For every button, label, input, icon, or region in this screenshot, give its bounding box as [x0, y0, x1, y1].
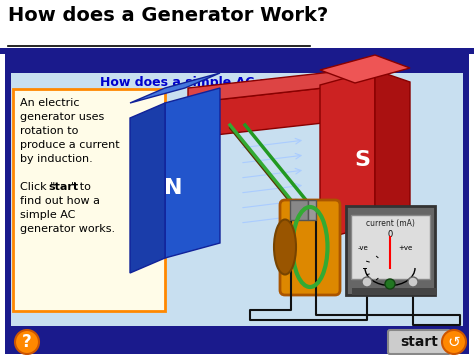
Text: by induction.: by induction. — [20, 154, 93, 164]
FancyBboxPatch shape — [280, 200, 340, 295]
Text: rotation to: rotation to — [20, 126, 78, 136]
Bar — [290, 200, 308, 220]
Text: How does a simple AC generator work?: How does a simple AC generator work? — [100, 76, 374, 89]
Text: generator uses: generator uses — [20, 112, 104, 122]
Text: find out how a: find out how a — [20, 196, 100, 206]
Polygon shape — [375, 70, 410, 237]
Bar — [308, 200, 316, 220]
Polygon shape — [188, 70, 350, 103]
Text: -ve: -ve — [358, 245, 369, 251]
Text: N: N — [164, 178, 182, 198]
Text: simple AC: simple AC — [20, 210, 75, 220]
Bar — [11, 73, 463, 326]
Text: ↺: ↺ — [447, 334, 460, 350]
Polygon shape — [320, 70, 375, 240]
Text: S: S — [354, 150, 370, 170]
FancyBboxPatch shape — [351, 215, 430, 279]
Bar — [0, 48, 474, 54]
Text: current (mA): current (mA) — [365, 219, 414, 228]
Text: ?: ? — [22, 333, 32, 351]
Circle shape — [385, 279, 395, 289]
FancyBboxPatch shape — [346, 206, 435, 295]
Bar — [5, 330, 469, 354]
Text: 0: 0 — [387, 230, 392, 239]
Circle shape — [408, 277, 418, 287]
Polygon shape — [130, 73, 220, 103]
Text: +ve: +ve — [399, 245, 413, 251]
Polygon shape — [130, 103, 165, 273]
Text: start: start — [400, 335, 438, 349]
Text: An electric: An electric — [20, 98, 80, 108]
FancyBboxPatch shape — [388, 330, 450, 354]
FancyBboxPatch shape — [13, 89, 165, 311]
Circle shape — [442, 330, 466, 354]
Circle shape — [15, 330, 39, 354]
Text: start: start — [48, 182, 78, 192]
Text: How does a Generator Work?: How does a Generator Work? — [8, 6, 328, 25]
Text: Click ": Click " — [20, 182, 55, 192]
Bar — [5, 54, 469, 332]
Polygon shape — [188, 85, 350, 138]
Text: " to: " to — [71, 182, 91, 192]
Polygon shape — [165, 88, 220, 258]
Bar — [352, 288, 437, 295]
Ellipse shape — [274, 219, 296, 274]
Text: produce a current: produce a current — [20, 140, 119, 150]
Text: generator works.: generator works. — [20, 224, 115, 234]
Polygon shape — [320, 55, 410, 83]
Circle shape — [362, 277, 372, 287]
